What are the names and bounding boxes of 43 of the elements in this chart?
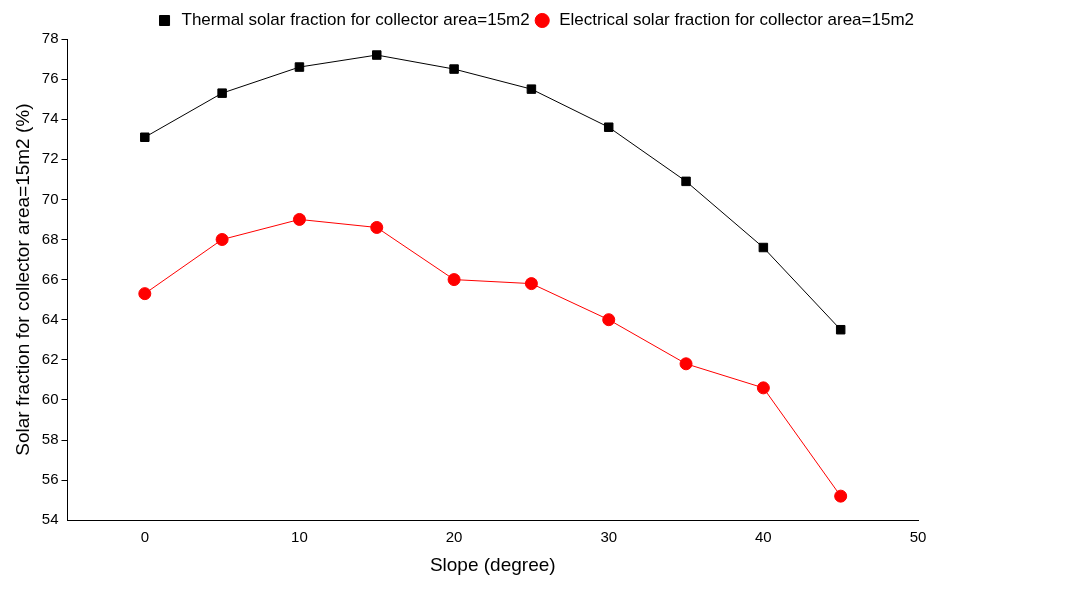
point [372,50,382,60]
y-tick-label: 58 [41,430,59,448]
point [679,357,693,371]
point [449,64,459,74]
point [447,273,461,287]
x-tick-label: 50 [909,528,927,546]
x-tick-label: 30 [600,528,618,546]
x-axis-title: Slope (degree) [429,553,556,575]
x-tick-label: 40 [755,528,772,546]
point [524,277,538,291]
y-tick-label: 70 [41,189,59,207]
legend-label: Electrical solar fraction for collector area=15m2 [559,10,914,30]
point [292,212,306,226]
point [294,62,305,72]
y-tick-label: 54 [41,510,59,528]
point [526,84,537,94]
y-tick-label: 78 [41,29,59,47]
point [834,489,848,503]
point [140,132,150,142]
legend-label: Thermal solar fraction for collector area=15m2 [181,10,530,30]
point [215,233,229,246]
point [217,88,227,98]
y-tick-label: 60 [41,390,59,408]
point [758,242,769,253]
y-tick-label: 64 [41,309,59,327]
y-tick-label: 62 [41,349,59,367]
y-tick-label: 72 [41,149,59,167]
point [756,381,770,395]
point [603,122,614,132]
point [138,287,152,301]
x-tick-label: 0 [140,528,149,546]
x-tick-label: 20 [445,528,463,546]
point [681,176,691,187]
y-axis-title: Solar fraction for collector area=15m2 (%) [11,103,33,456]
y-tick-label: 56 [41,470,59,488]
y-tick-label: 74 [41,109,59,127]
x-tick-label: 10 [291,528,308,546]
point [835,324,846,335]
point [602,313,616,327]
y-tick-label: 68 [41,229,59,247]
y-tick-label: 66 [41,269,59,287]
y-tick-label: 76 [41,69,59,87]
point [370,220,384,234]
